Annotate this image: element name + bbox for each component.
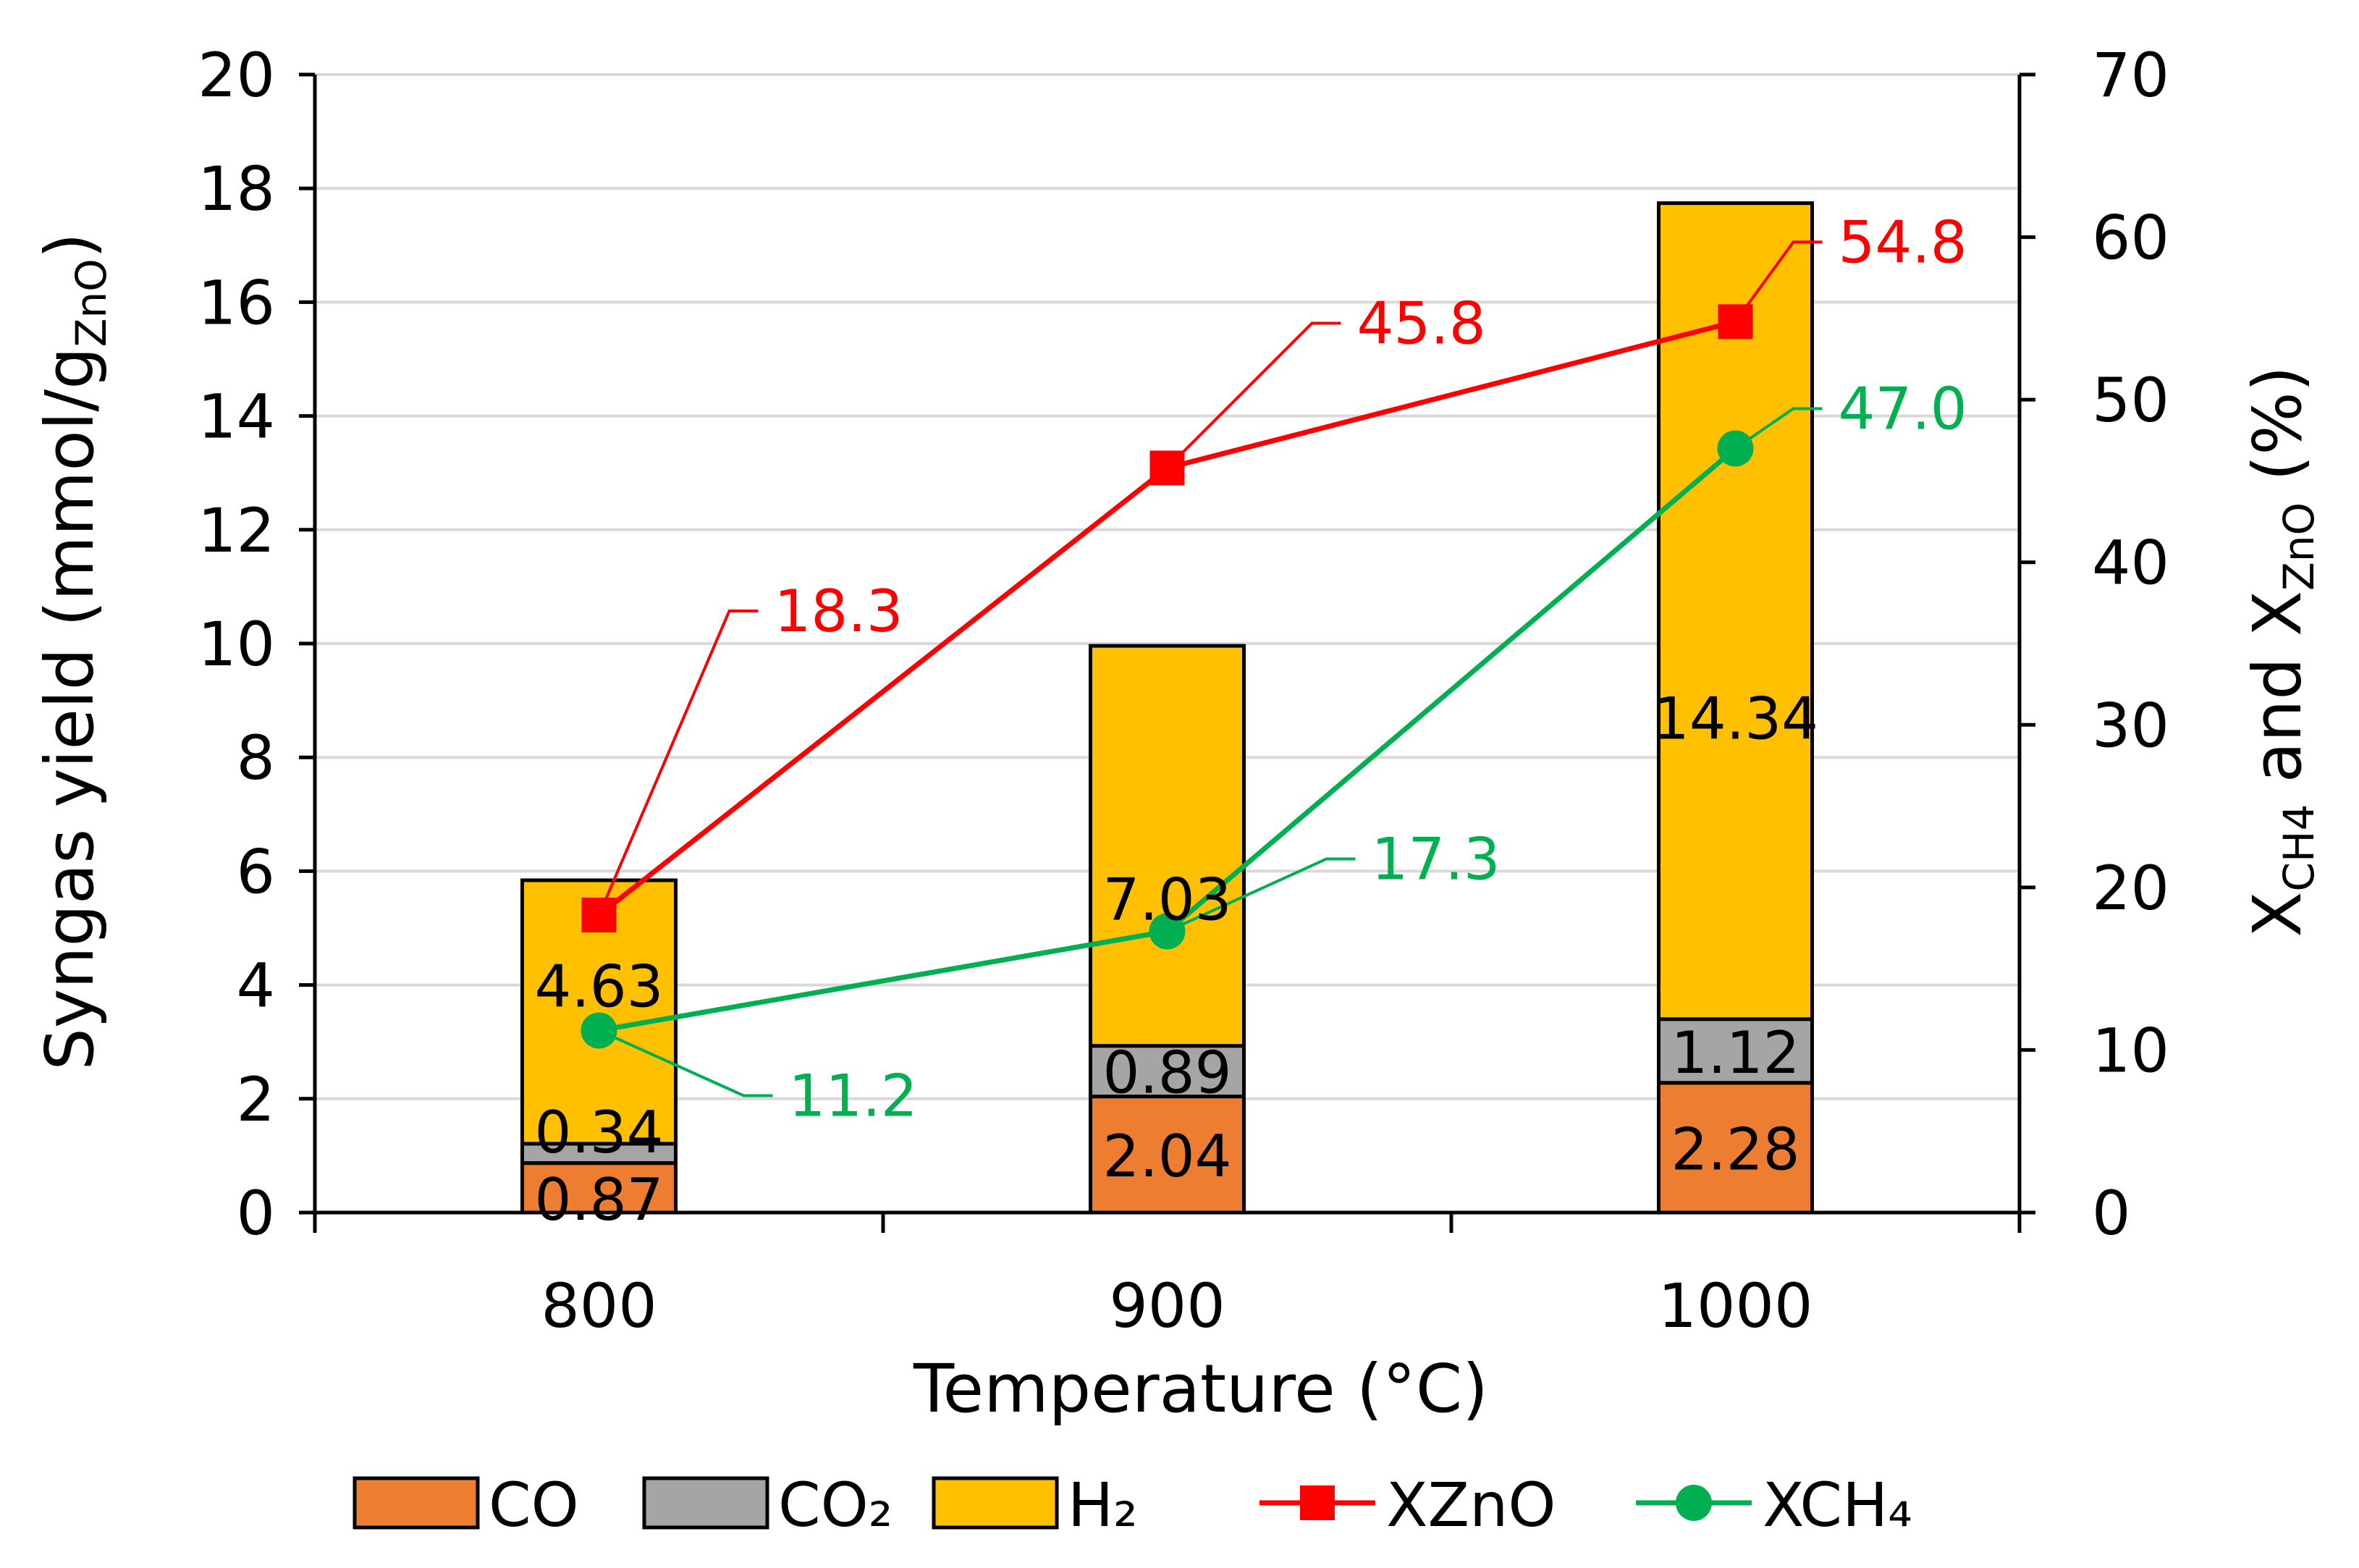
line-label-XCH4-1000: 47.0 xyxy=(1839,376,1967,443)
y-right-tick-label: 0 xyxy=(2092,1178,2130,1249)
line-label-XZnO-800: 18.3 xyxy=(775,578,903,645)
y-right-tick-label: 30 xyxy=(2092,690,2169,761)
y-left-tick-label: 6 xyxy=(237,836,275,907)
y-right-tick-label: 70 xyxy=(2092,40,2169,111)
y-right-tick-label: 60 xyxy=(2092,203,2169,274)
legend-swatch-CO2 xyxy=(642,1476,769,1530)
leader-XCH4-900 xyxy=(1166,857,1356,933)
conversion-lines xyxy=(581,240,1823,1097)
y-left-tick-label: 14 xyxy=(198,382,275,452)
y-left-tick-label: 10 xyxy=(198,609,275,680)
y-right-title-end: (%) xyxy=(2239,366,2316,502)
y-right-tick-label: 20 xyxy=(2092,853,2169,924)
bar-label-H2-1000: 14.34 xyxy=(1653,686,1818,753)
leader-XZnO-800 xyxy=(597,610,759,916)
bar-CO2-1000 xyxy=(1657,1017,1814,1085)
leader-XZnO-900 xyxy=(1166,321,1341,469)
legend-swatch-H2 xyxy=(932,1476,1059,1530)
y-left-tick-label: 4 xyxy=(237,951,275,1021)
bar-label-CO-1000: 2.28 xyxy=(1671,1116,1799,1183)
y-axis-right-title: XCH4 and XZnO (%) xyxy=(2239,366,2324,937)
leader-XCH4-800 xyxy=(598,1029,773,1097)
bar-label-H2-800: 4.63 xyxy=(534,953,663,1021)
bar-H2-1000 xyxy=(1657,201,1814,1021)
y-left-title-sub: ZnO xyxy=(67,258,116,347)
y-left-title-main: Syngas yield (mmol/g xyxy=(31,347,109,1070)
y-left-tick-label: 16 xyxy=(198,267,275,338)
y-right-title-x1: X xyxy=(2239,892,2316,937)
y-right-tick-label: 40 xyxy=(2092,528,2169,599)
line-label-XCH4-900: 17.3 xyxy=(1372,825,1501,893)
bar-label-CO-900: 2.04 xyxy=(1102,1123,1231,1190)
axes xyxy=(299,72,2035,1233)
data-labels: 0.87 2.04 2.28 0.34 0.89 1.12 4.63 7.03 14.34 18.… xyxy=(534,208,1967,1234)
y-right-tick-label: 50 xyxy=(2092,365,2169,436)
y-left-tick-label: 12 xyxy=(198,495,275,566)
y-left-tick-label: 2 xyxy=(237,1064,275,1135)
tick-labels: 0 2 4 6 8 10 12 14 16 18 20 0 10 20 30 40 50 60 70 800 900 10… xyxy=(198,40,2169,1341)
bar-CO2-800 xyxy=(520,1142,678,1166)
legend-marker-XZnO xyxy=(1300,1485,1335,1520)
bar-label-CO2-800: 0.34 xyxy=(534,1099,663,1166)
line-label-XCH4-800: 11.2 xyxy=(789,1062,918,1129)
bar-H2-900 xyxy=(1089,644,1246,1048)
y-axis-left-title: Syngas yield (mmol/gZnO) xyxy=(31,232,116,1070)
leader-XCH4-1000 xyxy=(1734,407,1823,450)
legend-label-CO: CO xyxy=(489,1470,579,1540)
legend-label-XCH4: XCH₄ xyxy=(1763,1470,1912,1540)
legend: CO CO₂ H₂ XZnO XCH₄ xyxy=(353,1470,1912,1540)
x-tick-label-1000: 1000 xyxy=(1658,1270,1813,1341)
bar-label-CO2-900: 0.89 xyxy=(1102,1040,1231,1107)
line-label-XZnO-900: 45.8 xyxy=(1357,290,1486,357)
y-right-title-sub1: CH4 xyxy=(2274,804,2324,892)
leader-XZnO-1000 xyxy=(1734,240,1823,323)
y-left-title-end: ) xyxy=(31,232,109,258)
legend-marker-XCH4 xyxy=(1676,1485,1712,1521)
y-right-tick-label: 10 xyxy=(2092,1015,2169,1086)
y-right-title-sub2: ZnO xyxy=(2274,502,2324,591)
bar-CO2-900 xyxy=(1089,1044,1246,1099)
x-tick-label-900: 900 xyxy=(1109,1270,1225,1341)
y-left-tick-label: 18 xyxy=(198,153,275,224)
y-right-title-and: and X xyxy=(2239,591,2316,804)
legend-label-XZnO: XZnO xyxy=(1386,1470,1556,1540)
y-left-tick-label: 0 xyxy=(237,1178,275,1249)
legend-label-H2: H₂ xyxy=(1068,1470,1138,1540)
x-tick-label-800: 800 xyxy=(541,1270,657,1341)
bar-label-CO2-1000: 1.12 xyxy=(1671,1019,1799,1087)
bar-label-H2-900: 7.03 xyxy=(1102,866,1231,933)
bar-label-CO-800: 0.87 xyxy=(534,1166,663,1234)
legend-swatch-CO xyxy=(353,1476,480,1530)
legend-label-CO2: CO₂ xyxy=(778,1470,892,1540)
y-left-tick-label: 20 xyxy=(198,40,275,111)
line-label-XZnO-1000: 54.8 xyxy=(1839,208,1967,276)
x-axis-title: Temperature (°C) xyxy=(913,1350,1488,1428)
y-left-tick-label: 8 xyxy=(237,722,275,793)
